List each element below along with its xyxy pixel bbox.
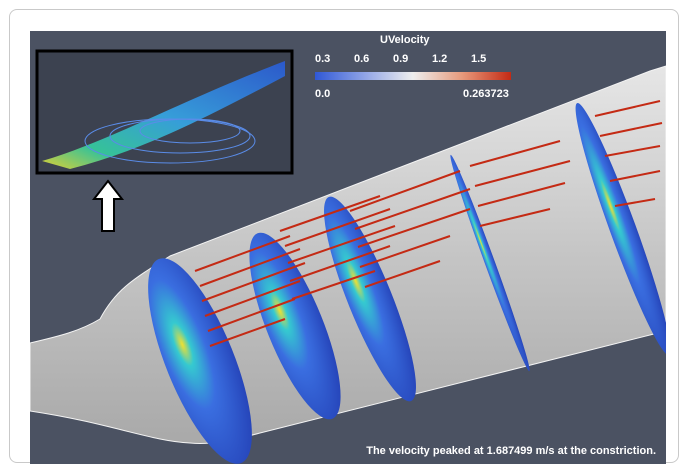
legend-max-label: 0.263723 [463, 88, 509, 100]
legend-title: UVelocity [380, 34, 430, 46]
legend-min-label: 0.0 [315, 88, 331, 100]
velocity-slice-4 [450, 154, 530, 372]
arrow-up-icon [91, 179, 125, 232]
legend-tick: 0.9 [393, 53, 409, 65]
legend-tick: 1.2 [432, 53, 448, 65]
legend-tick: 0.6 [354, 53, 370, 65]
legend-tick: 1.5 [471, 53, 487, 65]
velocity-slice-1 [148, 258, 252, 464]
legend-ticks: 0.3 0.6 0.9 1.2 1.5 [315, 53, 515, 67]
velocity-slice-5 [575, 103, 666, 355]
velocity-slice-2 [249, 232, 341, 420]
legend-tick: 0.3 [315, 53, 331, 65]
caption: The velocity peaked at 1.687499 m/s at t… [366, 445, 656, 457]
inset-streamlines [35, 49, 294, 175]
vessel-scene [30, 49, 666, 464]
velocity-slice-3 [324, 196, 416, 402]
velocity-arrows [194, 100, 663, 347]
render-viewport: UVelocity 0.3 0.6 0.9 1.2 1.5 0.0 0.2637… [30, 31, 666, 464]
legend-color-bar [315, 72, 511, 80]
